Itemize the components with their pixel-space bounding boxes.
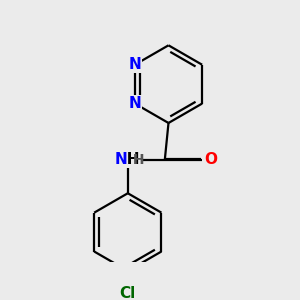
Text: N: N [128, 96, 141, 111]
Text: H: H [128, 153, 144, 167]
Text: O: O [205, 152, 218, 167]
Text: Cl: Cl [120, 286, 136, 300]
Text: NH: NH [115, 152, 141, 167]
Text: N: N [128, 57, 141, 72]
Text: N: N [115, 152, 128, 167]
